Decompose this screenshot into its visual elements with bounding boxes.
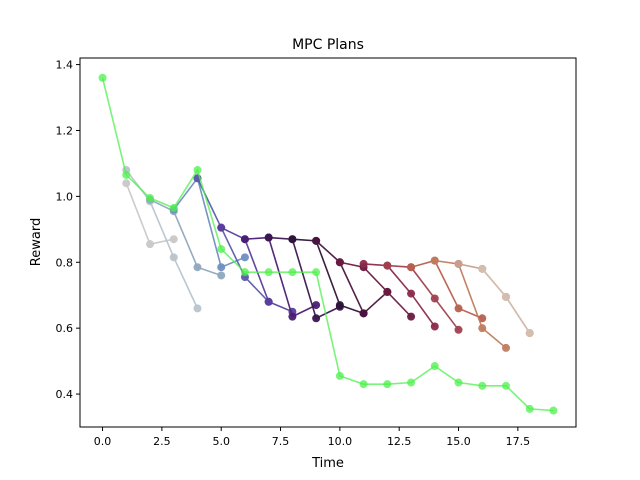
plan-series-8-line [268, 236, 341, 320]
plan-series-9-line [292, 238, 364, 315]
y-axis-label: Reward [29, 218, 44, 266]
actual-trajectory-series-point [264, 268, 273, 277]
actual-trajectory-series-point [312, 268, 321, 277]
plan-series-6-point [264, 297, 273, 306]
y-tick-label: 0.4 [56, 388, 74, 401]
plan-series-17-point [525, 329, 534, 338]
actual-trajectory-series-point [430, 362, 439, 371]
plan-series-9-point [288, 235, 297, 244]
plan-series-7-point [312, 301, 321, 310]
actual-trajectory-series-point [501, 381, 510, 390]
plan-series-12-point [430, 322, 439, 331]
plan-series-1-point [146, 240, 155, 249]
x-tick-label: 7.5 [272, 435, 290, 448]
plan-series-2-point [169, 253, 178, 262]
plan-series-11-point [383, 287, 392, 296]
actual-trajectory-series-point [288, 268, 297, 277]
plan-series-12-point [359, 259, 368, 268]
plan-series-4-line [173, 176, 246, 269]
plot-background [80, 58, 576, 427]
x-tick-label: 10.0 [328, 435, 353, 448]
actual-trajectory-series-point [359, 380, 368, 389]
plan-series-12-line [363, 263, 436, 327]
x-tick-label: 5.0 [212, 435, 230, 448]
series-layer [98, 73, 558, 415]
actual-trajectory-series-point [98, 73, 107, 82]
plan-series-1-point [122, 179, 131, 188]
plan-series-7-point [240, 235, 249, 244]
actual-trajectory-series-point [217, 245, 226, 254]
actual-trajectory-series-point [454, 378, 463, 387]
y-axis: 0.4 0.6 0.8 1.0 1.2 1.4 [56, 59, 80, 401]
y-tick-label: 1.0 [56, 190, 74, 203]
plan-series-17 [478, 264, 534, 338]
plan-series-3-line [149, 198, 222, 277]
plan-series-16-point [454, 259, 463, 268]
plan-series-1 [122, 179, 178, 249]
x-tick-label: 12.5 [387, 435, 412, 448]
actual-trajectory-series-point [240, 268, 249, 277]
plan-series-9-point [335, 301, 344, 310]
actual-trajectory-series-point [407, 378, 416, 387]
x-tick-label: 0.0 [94, 435, 112, 448]
plan-series-14-point [407, 263, 416, 272]
x-tick-label: 17.5 [506, 435, 531, 448]
plan-series-15-point [430, 256, 439, 265]
plan-series-1-point [169, 235, 178, 244]
plan-series-15-point [478, 324, 487, 333]
plan-series-4-point [217, 263, 226, 272]
actual-trajectory-series-point [193, 166, 202, 175]
chart-title: MPC Plans [292, 37, 364, 53]
plan-series-10-line [315, 240, 388, 315]
plan-series-2-point [193, 304, 202, 313]
plan-series-4-point [240, 253, 249, 262]
plan-series-6-line [220, 226, 293, 313]
plot-area [80, 58, 576, 427]
plan-series-3-point [193, 263, 202, 272]
plan-series-11-line [339, 261, 412, 318]
plan-series-15-point [501, 343, 510, 352]
plan-series-13-point [383, 261, 392, 270]
plan-series-17-point [501, 292, 510, 301]
actual-trajectory-series-point [169, 203, 178, 212]
actual-trajectory-series-point [478, 381, 487, 390]
plan-series-5-line [196, 177, 270, 303]
y-tick-label: 1.4 [56, 59, 74, 72]
plan-series-6-point [217, 223, 226, 232]
actual-trajectory-series [98, 73, 558, 415]
plan-series-8-point [264, 233, 273, 242]
plan-series-15-line [434, 259, 507, 349]
plan-series-14-point [454, 304, 463, 313]
plan-series-7-point [288, 312, 297, 321]
x-tick-label: 2.5 [153, 435, 171, 448]
x-axis-label: Time [311, 456, 344, 471]
y-tick-label: 0.6 [56, 322, 74, 335]
plan-series-8-point [312, 314, 321, 323]
x-tick-label: 15.0 [446, 435, 471, 448]
plan-series-14-line [410, 259, 483, 320]
plan-series-13-point [454, 325, 463, 334]
plan-series-11-point [335, 258, 344, 267]
plot-frame [79, 57, 577, 428]
plan-series-11-point [407, 312, 416, 321]
plan-series-13-point [430, 294, 439, 303]
actual-trajectory-series-point [146, 194, 155, 203]
plan-series-17-point [478, 264, 487, 273]
y-tick-label: 1.2 [56, 124, 74, 137]
plan-series-13-line [387, 264, 460, 331]
plan-series-10-point [359, 309, 368, 318]
y-tick-label: 0.8 [56, 256, 74, 269]
plan-series-7-line [244, 236, 317, 318]
actual-trajectory-series-point [335, 371, 344, 380]
plan-series-10-point [312, 236, 321, 245]
actual-trajectory-series-point [383, 380, 392, 389]
actual-trajectory-series-point [525, 404, 534, 413]
x-axis: 0.0 2.5 5.0 7.5 10.0 12.5 15.0 17.5 [94, 427, 530, 448]
actual-trajectory-series-point [122, 170, 131, 179]
actual-trajectory-series-point [549, 406, 558, 415]
plan-series-12-point [407, 289, 416, 298]
plan-series-3-point [217, 271, 226, 280]
plan-series-14-point [478, 314, 487, 323]
